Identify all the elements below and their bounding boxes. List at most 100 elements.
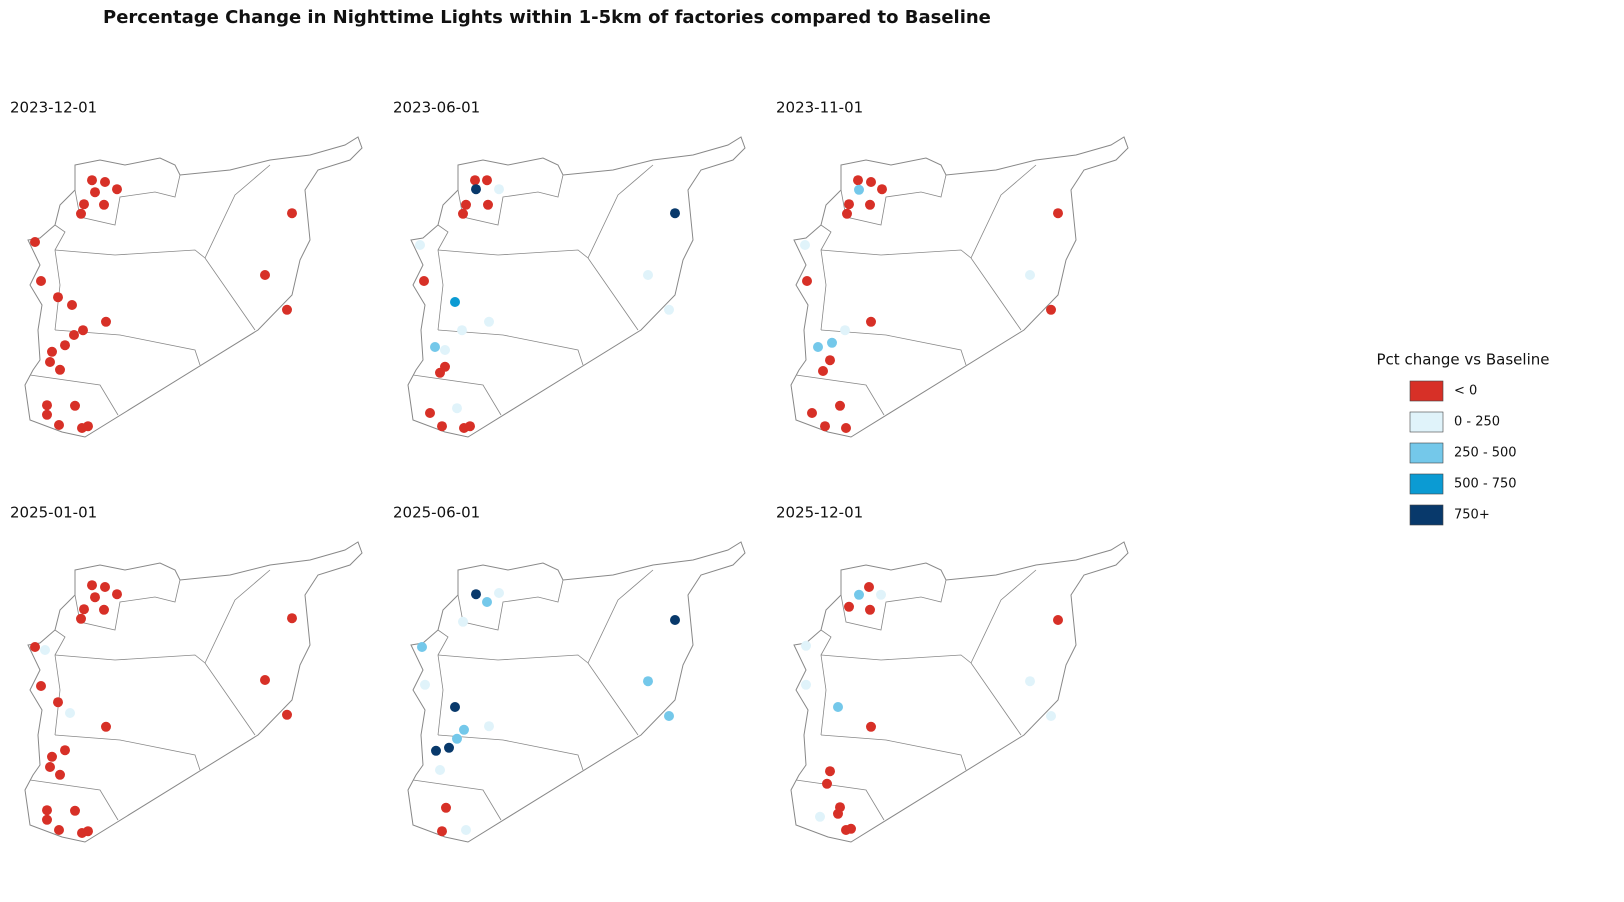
factory-point: [287, 208, 297, 219]
factory-point: [465, 421, 475, 432]
factory-point: [444, 742, 454, 753]
country-outline: [790, 541, 1129, 843]
factory-point: [87, 175, 97, 186]
factory-point: [101, 316, 111, 327]
factory-point: [452, 733, 462, 744]
factory-point: [864, 582, 874, 592]
country-outline: [407, 541, 746, 843]
factory-point: [865, 604, 875, 615]
legend-label: 250 - 500: [1454, 446, 1517, 461]
panel-title: 2023-11-01: [776, 99, 863, 117]
panel-title: 2023-12-01: [10, 99, 97, 117]
factory-point: [415, 240, 425, 250]
factory-point: [877, 184, 887, 195]
factory-point: [459, 724, 469, 735]
factory-point: [36, 681, 46, 691]
legend-swatch: [1409, 411, 1444, 433]
factory-point: [417, 642, 427, 652]
legend-title: Pct change vs Baseline: [1377, 351, 1550, 369]
factory-point: [78, 325, 88, 336]
factory-point: [100, 177, 110, 187]
factory-point: [825, 766, 835, 777]
factory-point: [36, 276, 46, 286]
map-panel: 2025-01-01: [10, 504, 363, 843]
legend-label: 750+: [1454, 508, 1490, 523]
factory-point: [866, 316, 876, 327]
factory-point: [435, 765, 445, 775]
legend-swatch: [1409, 473, 1444, 495]
legend-swatch: [1409, 380, 1444, 402]
factory-point: [430, 342, 440, 352]
factory-point: [420, 679, 430, 690]
factory-point: [425, 408, 435, 418]
factory-point: [54, 420, 64, 430]
factory-point: [854, 184, 864, 195]
factory-point: [827, 337, 837, 348]
factory-point: [437, 421, 447, 432]
map-panel: 2025-06-01: [393, 504, 746, 843]
factory-point: [484, 721, 494, 732]
factory-point: [1053, 208, 1063, 219]
factory-point: [1046, 304, 1056, 315]
factory-point: [484, 316, 494, 327]
factory-point: [54, 825, 64, 835]
factory-point: [820, 421, 830, 432]
factory-point: [457, 325, 467, 336]
factory-point: [1053, 615, 1063, 625]
factory-point: [664, 304, 674, 315]
factory-point: [866, 721, 876, 732]
factory-point: [435, 367, 445, 378]
map-panel: 2023-12-01: [10, 99, 363, 438]
country-outline: [407, 136, 746, 438]
panel-title: 2025-12-01: [776, 504, 863, 522]
factory-point: [825, 355, 835, 366]
panel-title: 2023-06-01: [393, 99, 480, 117]
factory-point: [42, 805, 52, 816]
factory-point: [40, 645, 50, 655]
factory-point: [53, 697, 63, 708]
factory-point: [482, 175, 492, 186]
factory-point: [53, 292, 63, 303]
factory-point: [112, 184, 122, 195]
factory-point: [70, 805, 80, 816]
factory-point: [865, 199, 875, 210]
factory-point: [643, 270, 653, 280]
factory-point: [419, 276, 429, 286]
factory-point: [42, 814, 52, 825]
factory-point: [260, 270, 270, 280]
factory-point: [83, 826, 93, 837]
factory-point: [801, 640, 811, 651]
factory-point: [643, 676, 653, 687]
factory-point: [833, 808, 843, 819]
factory-point: [844, 199, 854, 210]
factory-point: [70, 400, 80, 411]
factory-point: [76, 613, 86, 624]
factory-point: [282, 304, 292, 315]
factory-point: [42, 409, 52, 420]
factory-point: [47, 751, 57, 762]
factory-point: [815, 811, 825, 822]
panel-title: 2025-01-01: [10, 504, 97, 522]
factory-point: [99, 604, 109, 615]
factory-point: [494, 588, 504, 598]
factory-point: [431, 745, 441, 756]
factory-point: [90, 187, 100, 198]
factory-point: [800, 240, 810, 250]
factory-point: [853, 175, 863, 186]
factory-point: [483, 199, 493, 210]
legend-label: 500 - 750: [1454, 477, 1517, 492]
factory-point: [83, 421, 93, 432]
legend-label: 0 - 250: [1454, 415, 1500, 430]
country-outline: [790, 136, 1129, 438]
factory-point: [470, 175, 480, 186]
factory-point: [802, 276, 812, 286]
factory-point: [818, 366, 828, 376]
factory-point: [47, 346, 57, 357]
factory-point: [840, 325, 850, 336]
legend-swatch: [1409, 442, 1444, 464]
factory-point: [65, 708, 75, 718]
factory-point: [670, 615, 680, 625]
factory-point: [55, 364, 65, 375]
factory-point: [494, 184, 504, 195]
